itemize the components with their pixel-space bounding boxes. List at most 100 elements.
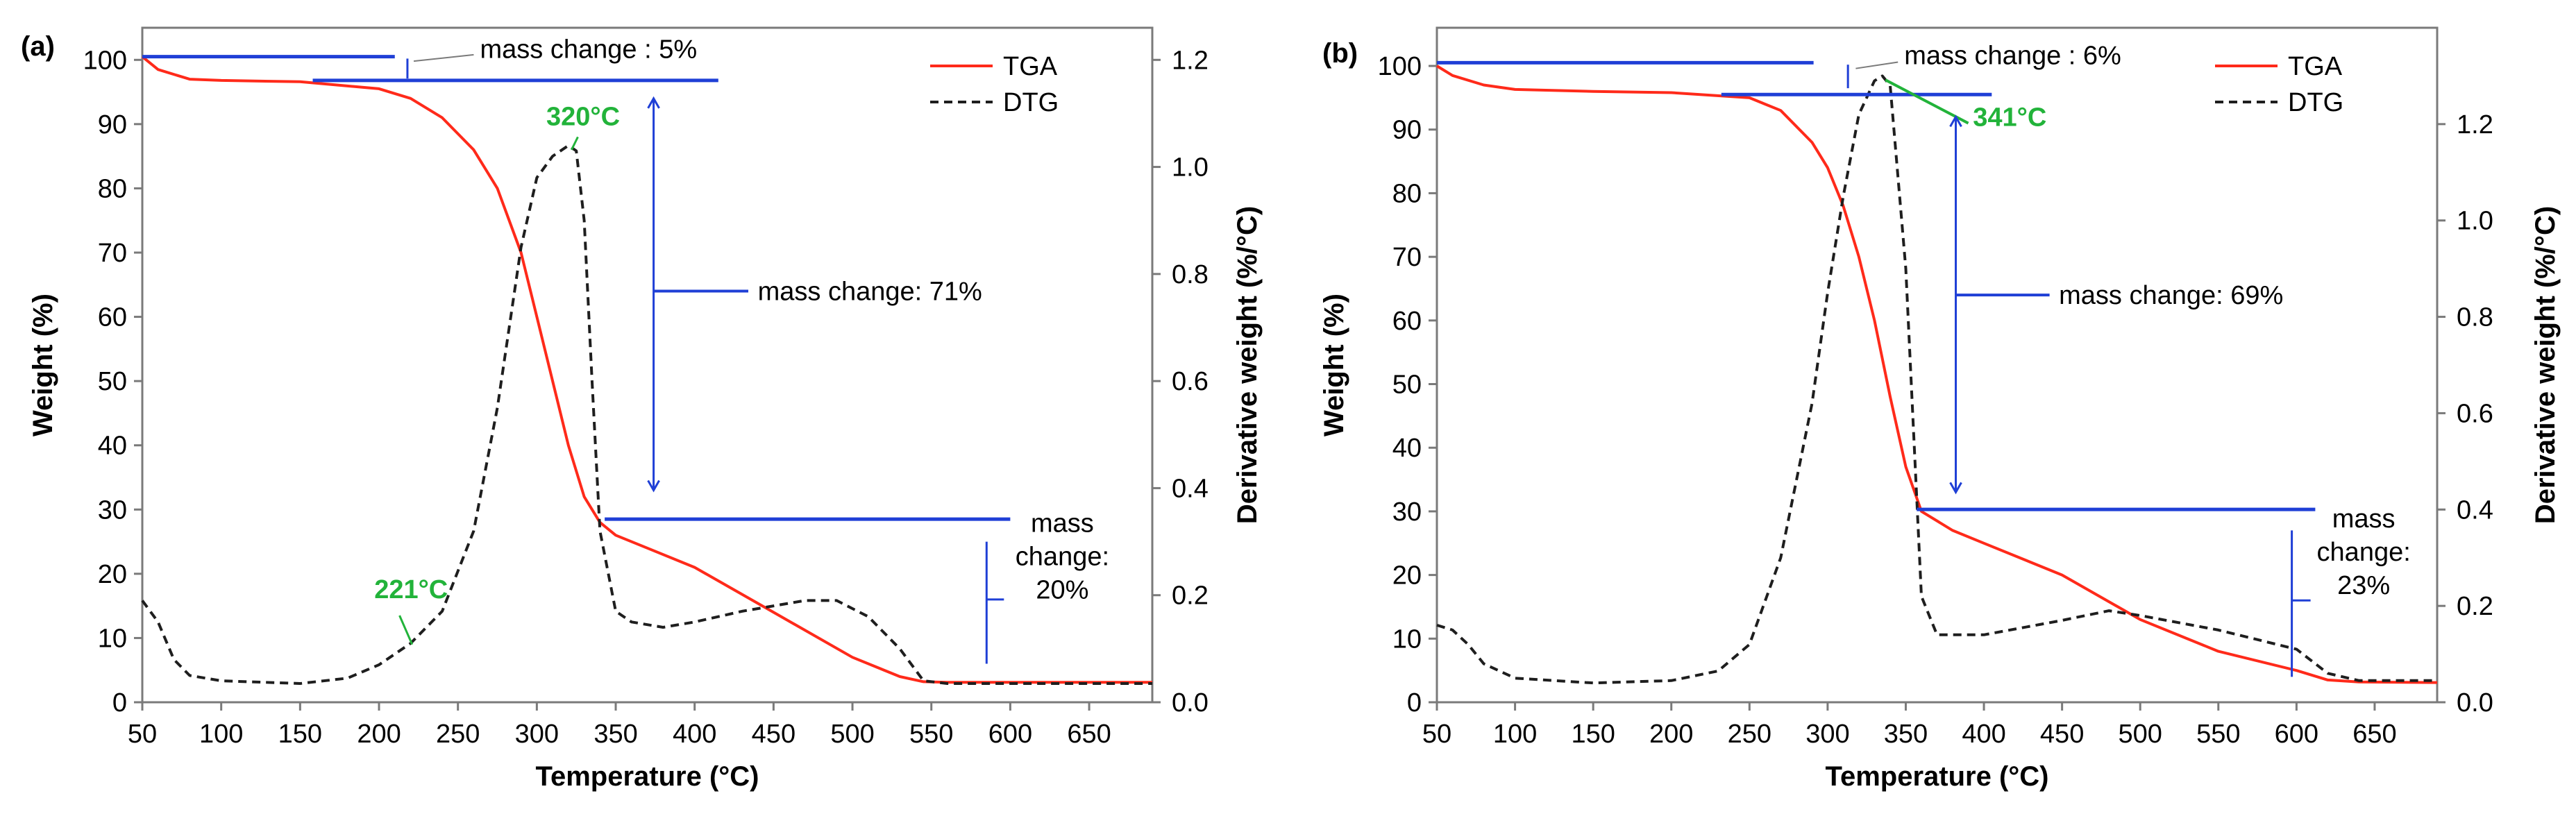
y-tick-label: 0 — [1407, 688, 1422, 718]
arrow-head — [647, 96, 660, 109]
y2-tick-label: 0.0 — [1172, 688, 1209, 718]
y-tick-label: 30 — [1392, 498, 1422, 527]
y-tick-label: 90 — [98, 110, 127, 139]
x-tick-label: 650 — [1067, 720, 1111, 749]
y2-axis-title: Derivative weight (%/°C) — [2530, 206, 2561, 524]
y-tick-label: 60 — [1392, 307, 1422, 336]
mass-change-3-label: mass — [1031, 509, 1094, 538]
peak-temperature-label: 320°C — [546, 103, 620, 132]
mass-change-2-label: mass change: 71% — [758, 278, 982, 307]
y-tick-label: 60 — [98, 303, 127, 332]
x-tick-label: 450 — [752, 720, 795, 749]
y2-tick-label: 0.4 — [2457, 495, 2493, 525]
y-tick-label: 30 — [98, 495, 127, 525]
y-tick-label: 70 — [1392, 243, 1422, 272]
series-line-tga — [1436, 65, 2438, 684]
y2-tick-label: 1.0 — [2457, 207, 2493, 236]
x-tick-label: 150 — [1571, 720, 1615, 749]
onset-temperature-label: 221°C — [374, 575, 448, 604]
peak-temperature-label: 341°C — [1973, 103, 2046, 133]
y2-tick-label: 0.2 — [2457, 592, 2493, 621]
x-tick-label: 450 — [2040, 720, 2084, 749]
y-tick-label: 10 — [1392, 625, 1422, 654]
x-tick-label: 600 — [988, 720, 1032, 749]
y2-tick-label: 1.2 — [1172, 46, 1209, 75]
legend-label-dtg: DTG — [1003, 88, 1059, 117]
arrow-head — [1949, 482, 1962, 495]
mass-change-3-label: 23% — [2337, 571, 2390, 600]
series-line-dtg — [1436, 74, 2437, 685]
mass-change-1-label: mass change : 6% — [1904, 41, 2121, 70]
y-tick-label: 20 — [1392, 561, 1422, 591]
x-tick-label: 550 — [909, 720, 953, 749]
x-tick-label: 250 — [1728, 720, 1771, 749]
x-tick-label: 200 — [1649, 720, 1693, 749]
legend-label-tga: TGA — [2288, 52, 2343, 81]
legend-label-dtg: DTG — [2288, 88, 2343, 117]
y-tick-label: 50 — [1392, 371, 1422, 400]
y2-axis-title: Derivative weight (%/°C) — [1232, 206, 1263, 524]
arrow-head — [647, 480, 660, 493]
chart-panel-a: 50 100 150 200 250 300 350 400 450 500 550 600 650 0 1… — [21, 26, 1263, 792]
x-tick-label: 600 — [2275, 720, 2318, 749]
x-tick-label: 100 — [199, 720, 243, 749]
y2-tick-label: 0.4 — [1172, 474, 1209, 503]
y2-tick-label: 0.8 — [2457, 303, 2493, 332]
mass-change-1-label: mass change : 5% — [480, 35, 698, 65]
x-tick-label: 150 — [278, 720, 322, 749]
y2-tick-label: 0.0 — [2457, 688, 2493, 718]
mass-change-3-label: mass — [2332, 504, 2396, 534]
x-tick-label: 300 — [515, 720, 559, 749]
mass-change-3-label: 20% — [1036, 576, 1088, 605]
mass-change-2-label: mass change: 69% — [2059, 281, 2283, 310]
series-line-dtg — [141, 144, 1152, 685]
x-tick-label: 500 — [2119, 720, 2162, 749]
y-tick-label: 40 — [98, 432, 127, 461]
leader-line — [1885, 78, 1969, 125]
y-tick-label: 50 — [98, 367, 127, 396]
x-tick-label: 650 — [2352, 720, 2396, 749]
y-tick-label: 20 — [98, 560, 127, 589]
x-axis-title: Temperature (°C) — [536, 761, 759, 792]
x-tick-label: 500 — [830, 720, 874, 749]
leader-line — [413, 53, 474, 62]
series-line-tga — [141, 56, 1152, 684]
y2-tick-label: 0.6 — [2457, 399, 2493, 428]
arrow-head — [1949, 114, 1962, 128]
x-tick-label: 550 — [2196, 720, 2240, 749]
leader-line — [1855, 61, 1899, 69]
y-tick-label: 80 — [98, 174, 127, 203]
y-axis-title: Weight (%) — [28, 294, 58, 436]
y2-tick-label: 1.2 — [2457, 110, 2493, 139]
x-tick-label: 400 — [673, 720, 716, 749]
y-tick-label: 0 — [112, 688, 127, 718]
y2-tick-label: 0.2 — [1172, 582, 1209, 611]
y2-tick-label: 0.6 — [1172, 367, 1209, 396]
x-tick-label: 400 — [1962, 720, 2005, 749]
y-tick-label: 100 — [83, 46, 127, 75]
x-tick-label: 350 — [1884, 720, 1928, 749]
leader-line — [398, 615, 414, 645]
y-tick-label: 40 — [1392, 434, 1422, 463]
y-tick-label: 90 — [1392, 116, 1422, 145]
y-tick-label: 70 — [98, 239, 127, 268]
legend-label-tga: TGA — [1003, 52, 1058, 81]
y-tick-label: 80 — [1392, 179, 1422, 208]
chart-panel-b: 50 100 150 200 250 300 350 400 450 500 550 600 650 0 1… — [1319, 26, 2561, 792]
x-tick-label: 200 — [357, 720, 401, 749]
y2-tick-label: 0.8 — [1172, 260, 1209, 289]
x-tick-label: 300 — [1805, 720, 1849, 749]
plot-frame — [141, 26, 1154, 704]
x-tick-label: 100 — [1493, 720, 1537, 749]
x-tick-label: 250 — [436, 720, 480, 749]
x-tick-label: 50 — [1422, 720, 1451, 749]
x-tick-label: 50 — [128, 720, 157, 749]
plot-frame — [1436, 26, 2439, 704]
panel-label: (b) — [1322, 38, 1358, 69]
y-axis-title: Weight (%) — [1319, 294, 1349, 436]
panel-label: (a) — [21, 31, 55, 62]
mass-change-3-label: change: — [2317, 538, 2411, 567]
mass-change-3-label: change: — [1016, 543, 1109, 572]
y2-tick-label: 1.0 — [1172, 153, 1209, 183]
x-axis-title: Temperature (°C) — [1826, 761, 2049, 792]
